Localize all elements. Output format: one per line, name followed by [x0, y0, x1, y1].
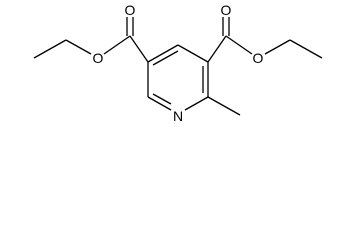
bond — [289, 39, 323, 59]
bond — [65, 39, 92, 55]
bond — [103, 35, 131, 55]
bond — [177, 44, 209, 63]
page: O O O O N (() => { const data = JSON.par… — [33, 2, 323, 124]
atom-label: O — [253, 50, 264, 66]
atom-label: N — [173, 108, 183, 124]
structure: O O O O N — [33, 2, 323, 124]
bonds — [33, 17, 323, 116]
bond — [33, 39, 67, 59]
bond — [147, 96, 172, 111]
bond — [129, 35, 149, 63]
bond — [147, 44, 179, 63]
bond — [152, 93, 172, 105]
bond — [184, 96, 209, 111]
bond — [207, 96, 241, 116]
atom-label: O — [93, 50, 104, 66]
atom-label: O — [221, 2, 232, 18]
bond — [152, 50, 179, 66]
bond — [264, 39, 291, 55]
bond — [225, 35, 253, 55]
bond — [207, 35, 227, 63]
atom-label: O — [125, 2, 136, 18]
